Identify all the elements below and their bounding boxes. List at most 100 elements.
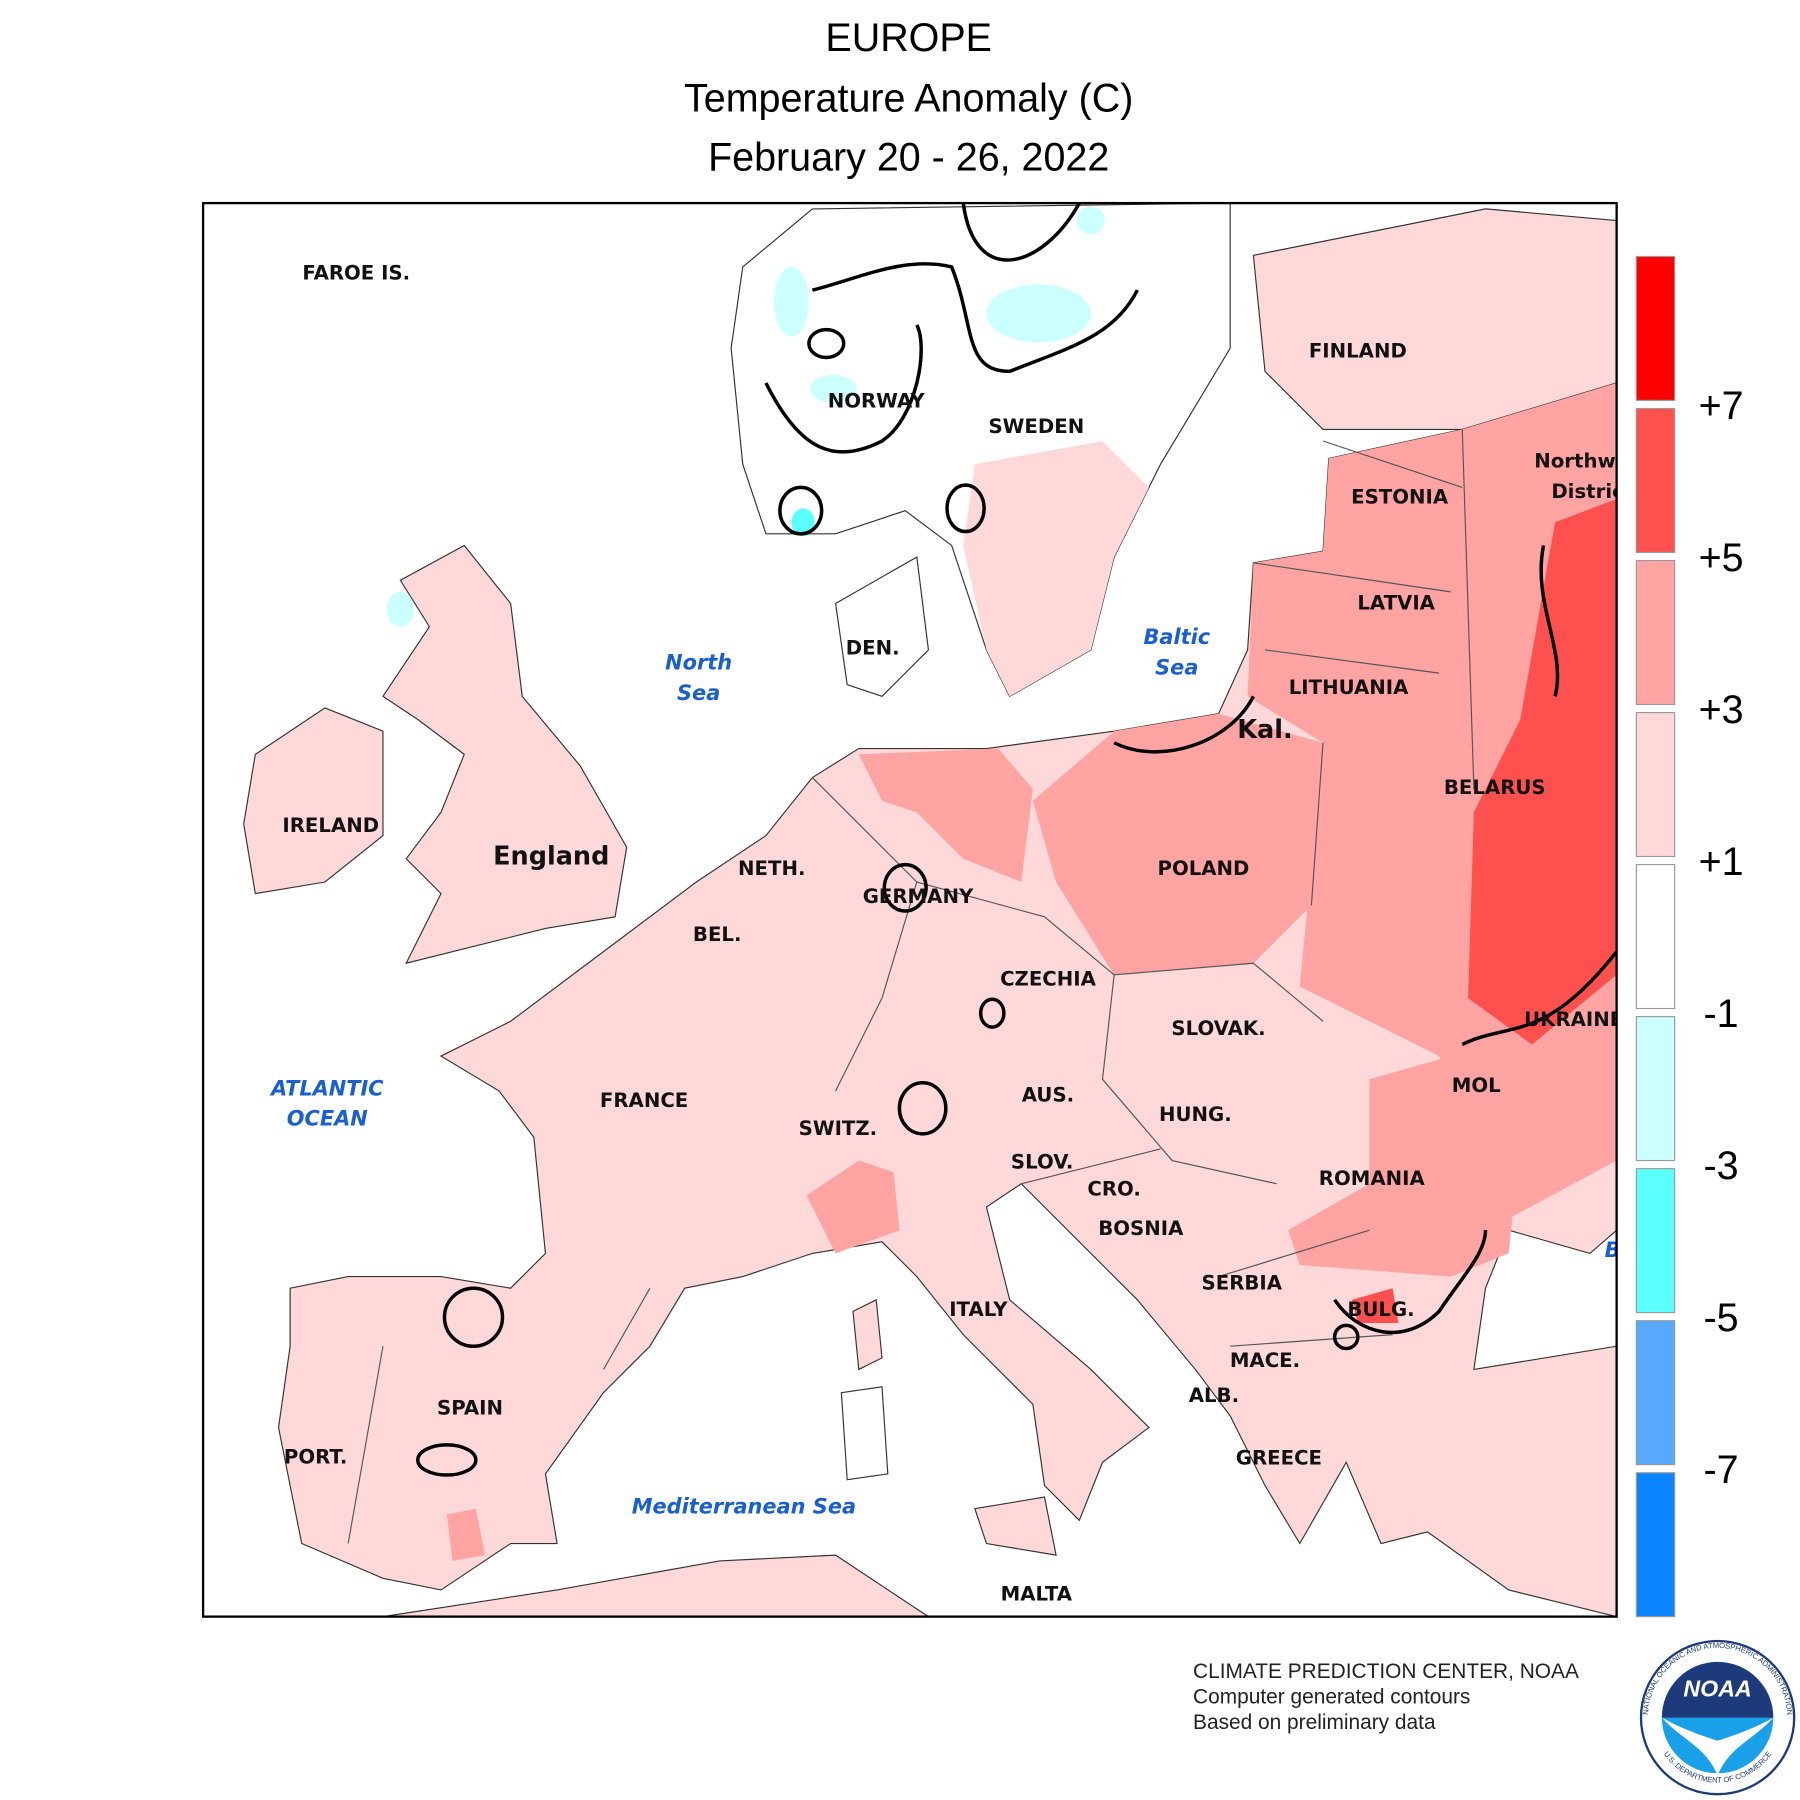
country-label: SERBIA — [1202, 1271, 1283, 1294]
country-label: POLAND — [1158, 857, 1250, 880]
legend-swatch — [1635, 1472, 1676, 1618]
contour-loop — [807, 327, 846, 360]
sea-label: OCEAN — [287, 1107, 368, 1131]
contour-loop — [442, 1286, 505, 1348]
country-label: FINLAND — [1309, 339, 1407, 362]
country-label: GREECE — [1236, 1447, 1322, 1470]
country-label: District — [1551, 480, 1633, 503]
country-label: PORT. — [284, 1445, 347, 1468]
denmark — [834, 556, 930, 697]
country-label: BOSNIA — [1098, 1217, 1184, 1240]
contour-line — [764, 203, 1617, 1335]
country-label: IRELAND — [282, 814, 379, 837]
legend-label: -1 — [1704, 992, 1739, 1036]
legend-swatch — [1635, 1016, 1676, 1162]
contour-loop — [897, 1081, 948, 1136]
title: EUROPE — [825, 16, 992, 60]
country-label: GERMANY — [863, 885, 974, 908]
bulgaria-zone — [1352, 1288, 1399, 1324]
ukraine-zone — [1468, 499, 1617, 1045]
country-label: DEN. — [846, 637, 900, 660]
sea-label: North — [665, 651, 732, 675]
country-label: LITHUANIA — [1289, 676, 1409, 699]
country-label: Kal. — [1237, 715, 1292, 745]
legend-label: +1 — [1699, 840, 1744, 884]
country-label: SLOV. — [1011, 1151, 1074, 1174]
sardinia — [840, 1386, 889, 1481]
legend-label: -7 — [1704, 1448, 1739, 1492]
country-label: LATVIA — [1357, 591, 1435, 614]
country-label: SLOVAK. — [1171, 1017, 1265, 1040]
footer-line: CLIMATE PREDICTION CENTER, NOAA — [1193, 1660, 1579, 1683]
legend-swatch — [1635, 711, 1676, 858]
legend-swatch — [1635, 255, 1676, 401]
country-label: MACE. — [1230, 1349, 1300, 1372]
contour-loop — [978, 997, 1006, 1029]
sea-label: Black — [1605, 1238, 1670, 1262]
legend-label: +3 — [1699, 688, 1744, 732]
country-label: ALB. — [1189, 1384, 1239, 1407]
country-label: FAROE IS. — [302, 262, 410, 285]
subtitle: Temperature Anomaly (C) — [684, 76, 1133, 120]
contour-loop — [778, 485, 824, 536]
legend-label: -3 — [1704, 1144, 1739, 1188]
legend-label: -5 — [1704, 1296, 1739, 1340]
country-label: HUNG. — [1159, 1103, 1232, 1126]
country-label: AUS. — [1022, 1083, 1074, 1106]
cold-patch — [774, 266, 809, 337]
country-label: ESTONIA — [1351, 486, 1449, 509]
poland-zone — [1032, 713, 1324, 975]
cold-patch — [791, 508, 815, 537]
country-label: MALTA — [1001, 1582, 1073, 1605]
map-frame — [201, 201, 1618, 1618]
sea-label: Mediterranean Sea — [632, 1494, 856, 1518]
cold-patch — [810, 374, 857, 403]
contour-loop — [945, 483, 986, 534]
logo-text: NOAA — [1683, 1676, 1751, 1702]
footer-line: Based on preliminary data — [1193, 1711, 1436, 1734]
map-labels: FAROE IS. NORWAY SWEDEN FINLAND ESTONIA LATVI… — [269, 262, 1670, 1606]
country-label: BULG. — [1347, 1298, 1414, 1321]
corsica — [852, 1298, 883, 1371]
country-label: FRANCE — [600, 1089, 688, 1112]
ireland — [243, 707, 384, 895]
cold-patch — [1076, 206, 1105, 235]
contour-loop — [416, 1443, 478, 1477]
country-label: UKRAINE — [1524, 1008, 1623, 1031]
country-label: BEL. — [693, 923, 742, 946]
borders — [347, 429, 1475, 1544]
sicily — [974, 1496, 1057, 1556]
legend-swatch — [1635, 407, 1676, 553]
contour-loop — [882, 862, 928, 913]
country-label: Northwest — [1534, 450, 1650, 473]
germany-zone — [858, 748, 1033, 883]
country-label: SPAIN — [437, 1397, 503, 1420]
country-label: SWITZ. — [799, 1117, 878, 1140]
country-label: CRO. — [1087, 1177, 1140, 1200]
alps-zone — [806, 1160, 900, 1254]
sea-label: ATLANTIC — [269, 1077, 384, 1101]
footer: CLIMATE PREDICTION CENTER, NOAA Computer … — [1193, 1660, 1579, 1734]
britain — [382, 544, 628, 965]
country-label: BELARUS — [1444, 776, 1546, 799]
map: FAROE IS. NORWAY SWEDEN FINLAND ESTONIA LATVI… — [203, 203, 1670, 1617]
country-label: NORWAY — [828, 389, 926, 412]
country-label: MOL — [1452, 1074, 1501, 1097]
sea-label: Sea — [1155, 655, 1198, 679]
logo-gull — [1661, 1717, 1774, 1776]
country-label: NETH. — [738, 857, 805, 880]
sweden-south — [963, 441, 1149, 697]
noaa-logo: NOAA NATIONAL OCEANIC AND ATMOSPHERIC AD… — [1639, 1639, 1796, 1796]
contour-loop — [1332, 1323, 1360, 1351]
footer-line: Computer generated contours — [1193, 1686, 1470, 1709]
legend: +7 +5 +3 +1 -1 -3 -5 -7 — [1635, 255, 1744, 1618]
cold-patch — [386, 591, 415, 627]
legend-label: +7 — [1699, 384, 1744, 428]
spain-zone — [446, 1508, 486, 1561]
period: February 20 - 26, 2022 — [708, 136, 1109, 180]
legend-swatch — [1635, 1320, 1676, 1466]
romania-zone — [1288, 1056, 1521, 1277]
legend-label: +5 — [1699, 536, 1744, 580]
